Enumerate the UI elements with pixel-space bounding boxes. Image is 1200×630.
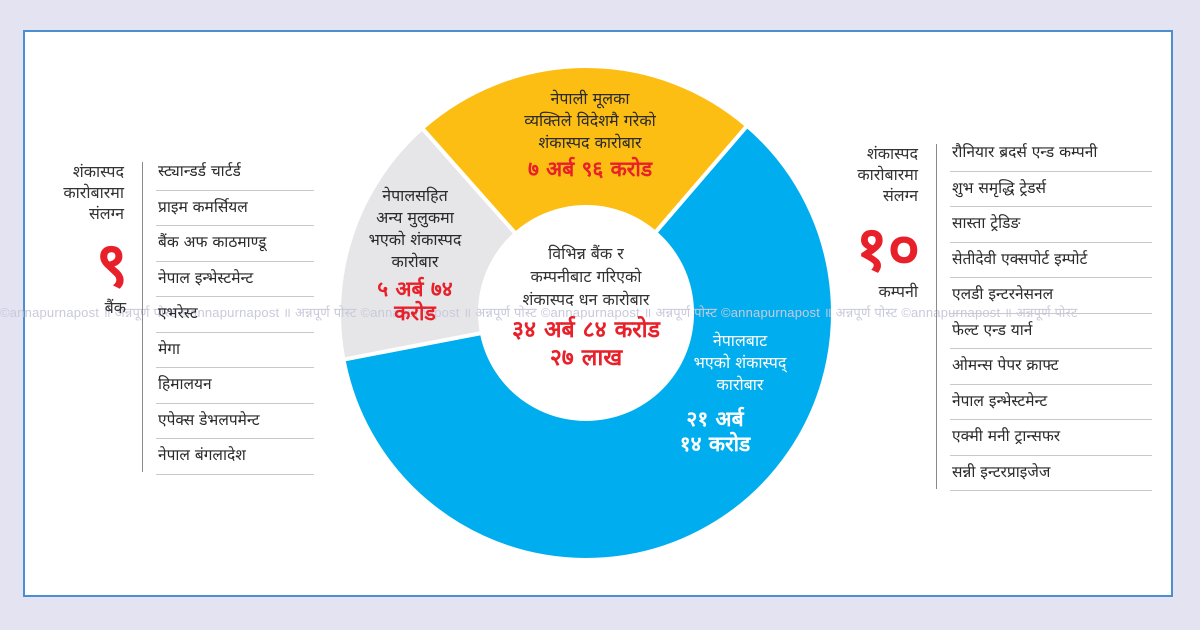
center-total: ३४ अर्ब ८४ करोड: [512, 317, 660, 343]
label-line: नेपालसहित: [382, 186, 448, 205]
label-line: शंकास्पद धन कारोबार: [522, 290, 650, 309]
companies-divider: [936, 144, 937, 489]
banks-heading-line: कारोबारमा: [63, 183, 124, 202]
label-line: भएको शंकास्पद्: [693, 353, 787, 372]
label-line: कारोबार: [716, 375, 764, 394]
companies-heading-line: शंकास्पद: [866, 144, 918, 163]
donut-hole: [478, 205, 694, 421]
companies-heading: शंकास्पद कारोबारमा संलग्न: [840, 143, 918, 206]
list-item: सास्ता ट्रेडिङ: [950, 207, 1152, 243]
company-list: रौनियार ब्रदर्स एन्ड कम्पनी शुभ समृद्धि ट…: [950, 136, 1152, 491]
list-item: बैंक अफ काठमाण्डू: [156, 226, 314, 262]
list-item: मेगा: [156, 333, 314, 368]
banks-heading: शंकास्पद कारोबारमा संलग्न: [40, 161, 124, 224]
gray-segment-label: नेपालसहित अन्य मुलुकमा भएको शंकास्पद कार…: [350, 185, 480, 325]
banks-count: ९: [95, 228, 128, 301]
list-item: स्ट्यान्डर्ड चार्टर्ड: [156, 155, 314, 191]
companies-heading-line: संलग्न: [882, 186, 918, 205]
label-line: शंकास्पद कारोबार: [538, 133, 642, 152]
gray-segment-value: करोड: [394, 301, 436, 325]
center-total: २७ लाख: [549, 345, 623, 371]
yellow-segment-value: ७ अर्ब ९६ करोड: [527, 157, 653, 181]
list-item: एलडी इन्टरनेसनल: [950, 278, 1152, 314]
list-item: रौनियार ब्रदर्स एन्ड कम्पनी: [950, 136, 1152, 172]
yellow-segment-label: नेपाली मूलका व्यक्तिले विदेशमै गरेको शंक…: [470, 88, 710, 181]
banks-heading-line: संलग्न: [88, 204, 124, 223]
blue-segment-label: नेपालबाट भएको शंकास्पद् कारोबार: [670, 330, 810, 396]
label-line: विभिन्न बैंक र: [548, 244, 624, 263]
list-item: नेपाल इन्भेस्टमेन्ट: [156, 262, 314, 297]
label-line: नेपालबाट: [712, 331, 768, 350]
list-item: प्राइम कमर्सियल: [156, 191, 314, 226]
list-item: एक्मी मनी ट्रान्सफर: [950, 420, 1152, 456]
list-item: नेपाल बंगलादेश: [156, 439, 314, 475]
list-item: फेल्ट एन्ड यार्न: [950, 314, 1152, 349]
label-line: भएको शंकास्पद: [368, 230, 462, 249]
gray-segment-value: ५ अर्ब ७४: [377, 277, 453, 301]
center-label: विभिन्न बैंक र कम्पनीबाट गरिएको शंकास्पद…: [486, 242, 686, 372]
label-line: कम्पनीबाट गरिएको: [530, 267, 642, 286]
label-line: व्यक्तिले विदेशमै गरेको: [524, 111, 656, 130]
list-item: ओमन्स पेपर क्राफ्ट: [950, 349, 1152, 385]
list-item: सेतीदेवी एक्सपोर्ट इम्पोर्ट: [950, 243, 1152, 278]
banks-divider: [142, 162, 143, 472]
banks-unit: बैंक: [104, 298, 126, 317]
companies-count: १०: [855, 212, 920, 285]
blue-value-line: २१ अर्ब: [686, 407, 744, 431]
label-line: कारोबार: [391, 252, 439, 271]
blue-segment-value: २१ अर्ब १४ करोड: [660, 407, 770, 457]
companies-unit: कम्पनी: [878, 282, 918, 301]
companies-heading-line: कारोबारमा: [857, 165, 918, 184]
bank-list: स्ट्यान्डर्ड चार्टर्ड प्राइम कमर्सियल बैंक…: [156, 155, 314, 475]
list-item: सन्नी इन्टरप्राइजेज: [950, 456, 1152, 491]
blue-value-line: १४ करोड: [679, 432, 751, 456]
list-item: नेपाल इन्भेस्टमेन्ट: [950, 385, 1152, 420]
label-line: नेपाली मूलका: [550, 89, 630, 108]
label-line: अन्य मुलुकमा: [376, 208, 454, 227]
list-item: एभरेस्ट: [156, 297, 314, 333]
list-item: एपेक्स डेभलपमेन्ट: [156, 404, 314, 439]
banks-heading-line: शंकास्पद: [72, 162, 124, 181]
list-item: हिमालयन: [156, 368, 314, 404]
list-item: शुभ समृद्धि ट्रेडर्स: [950, 172, 1152, 207]
